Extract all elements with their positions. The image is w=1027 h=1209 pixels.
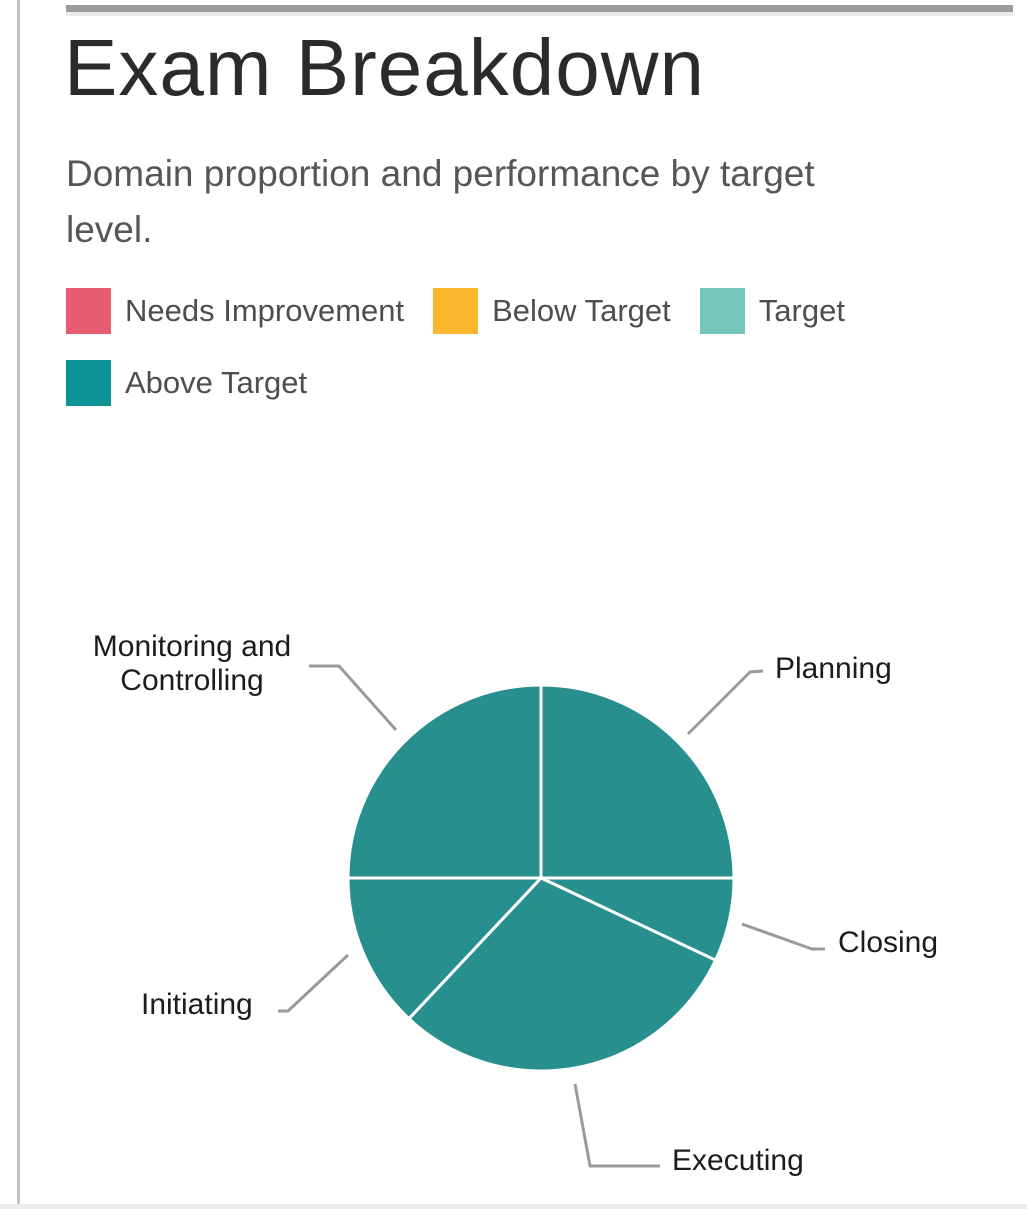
leader-lines bbox=[278, 664, 825, 1168]
legend-swatch-above-target bbox=[66, 360, 111, 406]
legend-label: Needs Improvement bbox=[125, 293, 405, 328]
slice-label-planning: Planning bbox=[775, 652, 892, 685]
legend-item-target[interactable]: Target bbox=[699, 288, 845, 334]
leader-line-planning bbox=[686, 669, 764, 736]
top-divider-shadow bbox=[66, 12, 1013, 16]
leader-line-closing bbox=[741, 922, 825, 951]
legend-label: Above Target bbox=[125, 365, 308, 400]
leader-line-monitoring-and-controlling bbox=[309, 664, 398, 731]
top-divider bbox=[66, 5, 1013, 12]
legend-label: Below Target bbox=[492, 293, 671, 328]
legend-item-above-target[interactable]: Above Target bbox=[66, 360, 307, 406]
legend-label: Target bbox=[758, 293, 845, 328]
legend-swatch-below-target bbox=[433, 288, 479, 334]
pie-slice-monitoring-and-controlling[interactable] bbox=[346, 683, 543, 880]
pie-slice-planning[interactable] bbox=[539, 683, 736, 880]
slice-label-executing: Executing bbox=[672, 1144, 804, 1177]
slice-label-initiating: Initiating bbox=[141, 988, 253, 1021]
left-border-line bbox=[17, 0, 20, 1205]
chart-subtitle: Domain proportion and performance by tar… bbox=[66, 153, 815, 250]
legend-item-below-target[interactable]: Below Target bbox=[433, 288, 671, 334]
leader-line-initiating bbox=[278, 953, 350, 1013]
leader-line-executing bbox=[573, 1083, 660, 1168]
bottom-border-line bbox=[0, 1204, 1027, 1209]
pie-slice-initiating[interactable] bbox=[346, 876, 543, 1021]
chart-legend: Needs Improvement Below Target Target Above… bbox=[66, 288, 966, 406]
legend-swatch-target bbox=[699, 288, 745, 334]
chart-title: Exam Breakdown bbox=[64, 23, 705, 112]
pie-chart bbox=[346, 683, 736, 1073]
legend-item-needs-improvement[interactable]: Needs Improvement bbox=[66, 288, 404, 334]
slice-label-monitoring-and-controlling: Monitoring and Controlling bbox=[92, 630, 292, 697]
legend-swatch-needs-improvement bbox=[66, 288, 111, 334]
pie-slice-executing[interactable] bbox=[407, 876, 718, 1073]
slice-label-closing: Closing bbox=[838, 926, 939, 959]
